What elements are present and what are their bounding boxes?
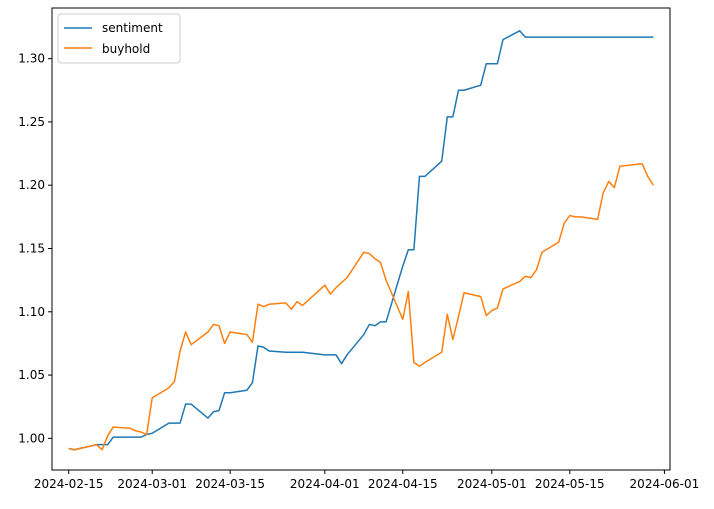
x-tick-label: 2024-03-15 xyxy=(195,477,265,491)
x-tick-label: 2024-05-15 xyxy=(535,477,605,491)
x-tick-label: 2024-05-01 xyxy=(457,477,527,491)
x-tick-label: 2024-02-15 xyxy=(34,477,104,491)
x-tick-label: 2024-04-15 xyxy=(368,477,438,491)
legend-box xyxy=(57,13,181,64)
x-tick-label: 2024-03-01 xyxy=(117,477,187,491)
series-line-buyhold xyxy=(68,162,654,451)
y-axis: 1.00 1.05 1.10 1.15 1.20 1.25 1.30 xyxy=(18,52,52,445)
y-tick-label: 1.20 xyxy=(18,178,45,192)
legend: sentiment buyhold xyxy=(57,13,181,64)
plot-frame xyxy=(51,7,671,471)
y-tick-label: 1.00 xyxy=(18,431,45,445)
legend-buyhold-label: buyhold xyxy=(102,42,150,56)
y-tick-label: 1.25 xyxy=(18,115,45,129)
x-tick-label: 2024-04-01 xyxy=(290,477,360,491)
y-tick-label: 1.15 xyxy=(18,241,45,255)
x-tick-label: 2024-06-01 xyxy=(630,477,700,491)
series-line-sentiment xyxy=(68,30,654,451)
y-tick-label: 1.05 xyxy=(18,368,45,382)
series-layer xyxy=(68,30,654,451)
x-axis: 2024-02-15 2024-03-01 2024-03-15 2024-04-01… xyxy=(34,470,699,491)
y-tick-label: 1.10 xyxy=(18,305,45,319)
legend-sentiment-label: sentiment xyxy=(102,21,163,35)
y-tick-label: 1.30 xyxy=(18,52,45,66)
